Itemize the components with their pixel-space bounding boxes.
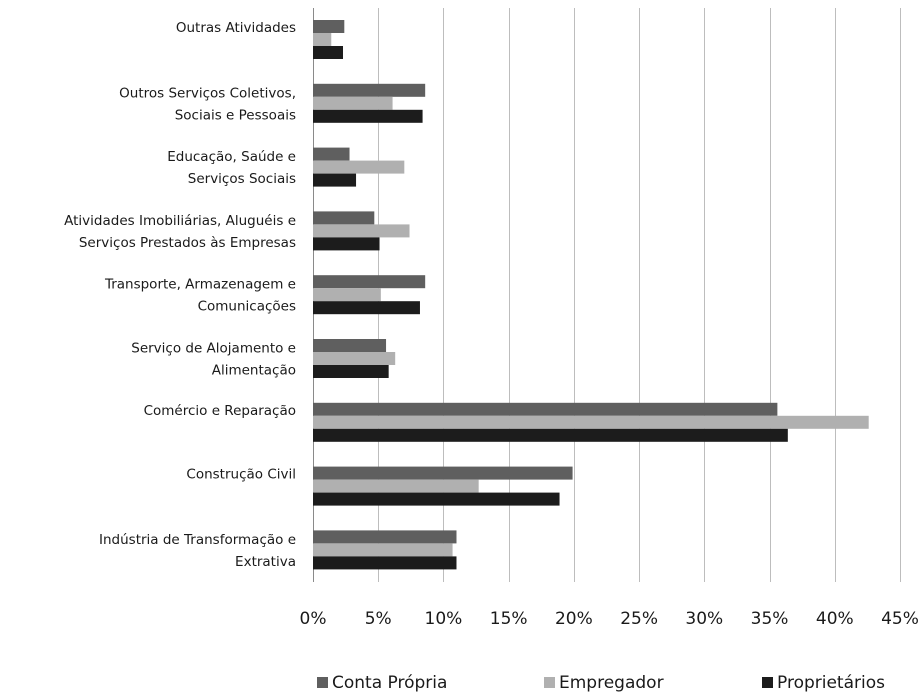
- legend-label: Proprietários: [777, 673, 885, 692]
- x-tick-label: 10%: [425, 609, 463, 629]
- bar: [313, 96, 393, 110]
- bar: [313, 543, 453, 557]
- x-tick-label: 0%: [300, 609, 327, 629]
- bar: [313, 301, 420, 315]
- x-tick-label: 35%: [751, 609, 789, 629]
- category-label: Atividades Imobiliárias, Aluguéis e Servi…: [64, 213, 296, 251]
- bar: [313, 33, 332, 46]
- x-tick-label: 15%: [490, 609, 528, 629]
- bar: [313, 224, 410, 238]
- legend-swatch: [762, 677, 773, 688]
- legend-item: Empregador: [544, 673, 664, 692]
- category-label: Outras Atividades: [176, 20, 296, 36]
- category-label: Outros Serviços Coletivos, Sociais e Pess…: [119, 85, 296, 123]
- category-label: Construção Civil: [186, 467, 296, 483]
- legend-swatch: [317, 677, 328, 688]
- x-tick-label: 5%: [365, 609, 392, 629]
- bar: [313, 466, 573, 480]
- bar: [313, 160, 405, 174]
- bar: [313, 211, 375, 225]
- category-label: Transporte, Armazenagem e Comunicações: [104, 277, 296, 315]
- legend-item: Proprietários: [762, 673, 885, 692]
- category-label: Serviço de Alojamento e Alimentação: [131, 341, 296, 379]
- bar: [313, 109, 423, 123]
- bar: [313, 402, 778, 416]
- bar: [313, 415, 869, 429]
- category-label: Comércio e Reparação: [144, 403, 296, 419]
- x-axis-tick-labels: 0% 5% 10% 15% 20% 25% 30% 35% 40% 45%: [300, 609, 919, 629]
- legend-item: Conta Própria: [317, 673, 447, 692]
- bar: [313, 288, 381, 302]
- bar: [313, 530, 457, 544]
- legend-label: Conta Própria: [332, 673, 447, 692]
- x-tick-label: 25%: [620, 609, 658, 629]
- bar: [313, 275, 426, 289]
- category-label: Indústria de Transformação e Extrativa: [99, 532, 296, 570]
- bar: [313, 352, 396, 365]
- x-tick-label: 20%: [555, 609, 593, 629]
- x-tick-label: 45%: [881, 609, 919, 629]
- bar: [313, 173, 357, 187]
- bar: [313, 428, 788, 442]
- x-tick-label: 30%: [685, 609, 723, 629]
- bar: [313, 46, 344, 59]
- bar: [313, 20, 345, 33]
- legend-swatch: [544, 677, 555, 688]
- category-labels: Outras Atividades Outros Serviços Coletiv…: [64, 20, 296, 570]
- bar: [313, 479, 479, 493]
- bar: [313, 556, 457, 570]
- bar: [313, 237, 380, 251]
- category-label: Educação, Saúde e Serviços Sociais: [167, 149, 296, 187]
- bar: [313, 83, 426, 97]
- bar: [313, 492, 560, 506]
- bar: [313, 147, 350, 161]
- legend-label: Empregador: [559, 673, 664, 692]
- bars: [313, 20, 869, 570]
- bar: [313, 339, 387, 352]
- x-tick-label: 40%: [816, 609, 854, 629]
- legend: Conta Própria Empregador Proprietários: [317, 673, 885, 692]
- bar: [313, 365, 389, 378]
